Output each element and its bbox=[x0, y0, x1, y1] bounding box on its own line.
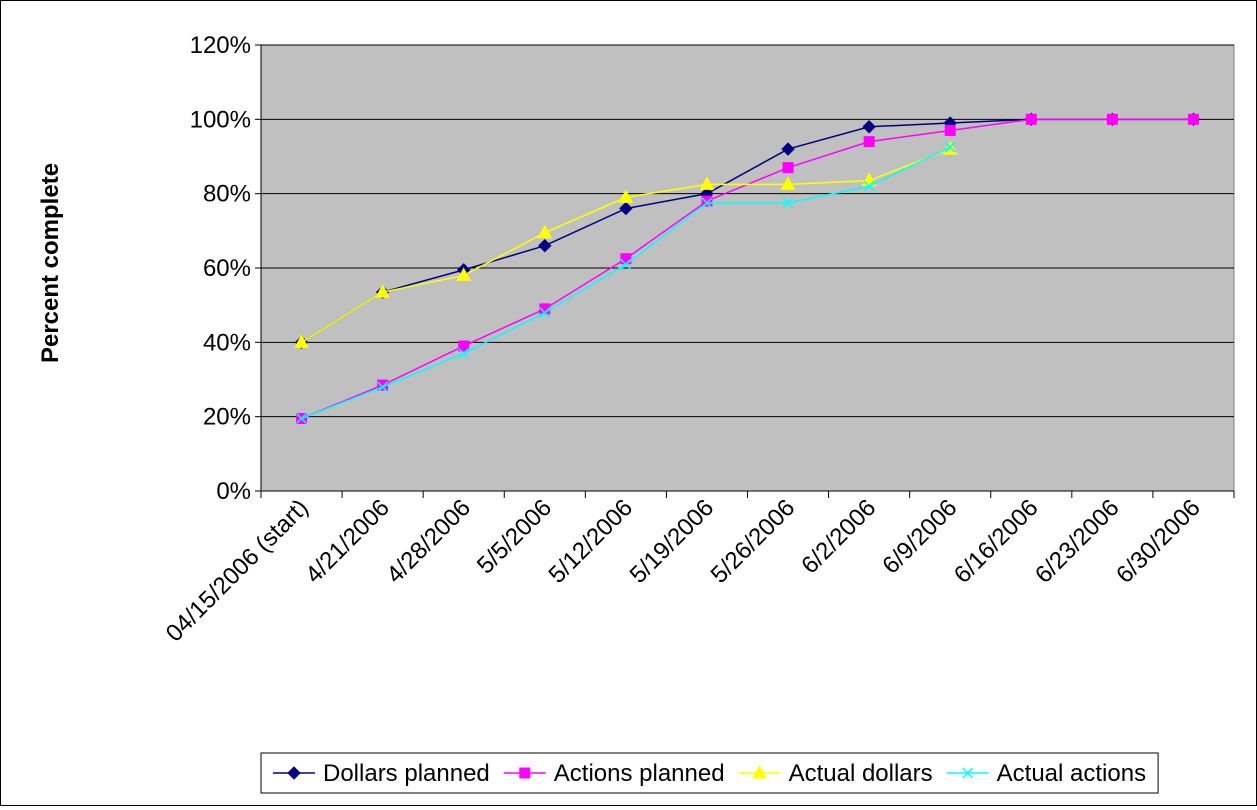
data-point-actions-planned bbox=[944, 124, 956, 136]
y-tick-label: 100% bbox=[190, 106, 251, 133]
legend-swatch-marker bbox=[752, 764, 767, 779]
legend-item-actual-dollars: Actual dollars bbox=[738, 760, 933, 787]
y-tick-label: 120% bbox=[190, 32, 251, 59]
data-point-actions-planned bbox=[1025, 113, 1037, 125]
data-point-actions-planned bbox=[863, 136, 875, 148]
y-tick-label: 60% bbox=[203, 255, 251, 282]
y-tick-label: 0% bbox=[216, 478, 251, 505]
x-tick-label: 4/21/2006 bbox=[300, 494, 395, 589]
x-tick-label: 6/9/2006 bbox=[877, 494, 962, 579]
data-point-actual-dollars bbox=[456, 267, 472, 281]
y-tick-label: 20% bbox=[203, 404, 251, 431]
data-point-actual-actions bbox=[620, 258, 632, 270]
data-point-dollars-planned bbox=[538, 238, 552, 253]
x-tick-label: 04/15/2006 (start) bbox=[161, 494, 314, 647]
data-point-actual-actions bbox=[539, 307, 551, 319]
x-tick-label: 6/2/2006 bbox=[796, 494, 881, 579]
x-tick-label: 6/16/2006 bbox=[949, 494, 1044, 589]
data-point-actual-dollars bbox=[699, 176, 715, 190]
legend-label: Actual actions bbox=[997, 760, 1146, 787]
legend-item-dollars-planned: Dollars planned bbox=[273, 760, 490, 787]
legend-item-actual-actions: Actual actions bbox=[946, 760, 1146, 787]
data-point-actions-planned bbox=[458, 340, 470, 352]
series-actual-actions bbox=[296, 141, 956, 425]
legend: Dollars planned Actions planned Actual dol… bbox=[260, 752, 1159, 794]
data-point-actual-dollars bbox=[537, 224, 553, 239]
data-point-actual-actions bbox=[296, 412, 308, 425]
data-point-actual-actions bbox=[458, 347, 470, 360]
data-point-actions-planned bbox=[1106, 113, 1118, 125]
x-tick-label: 5/5/2006 bbox=[472, 494, 557, 579]
x-tick-label: 5/26/2006 bbox=[706, 494, 801, 589]
x-tick-label: 6/23/2006 bbox=[1030, 494, 1125, 589]
legend-swatch-marker bbox=[519, 767, 531, 779]
data-point-actual-actions bbox=[377, 381, 389, 393]
x-axis-ticks: 04/15/2006 (start)4/21/20064/28/20065/5/… bbox=[161, 491, 1235, 647]
x-tick-label: 5/12/2006 bbox=[544, 494, 639, 589]
x-tick-label: 5/19/2006 bbox=[625, 494, 720, 589]
legend-label: Dollars planned bbox=[323, 760, 490, 787]
y-axis-label: Percent complete bbox=[37, 163, 64, 363]
data-point-actual-dollars bbox=[618, 189, 634, 203]
legend-swatch-marker bbox=[962, 767, 974, 779]
legend-label: Actual dollars bbox=[789, 760, 933, 787]
data-point-dollars-planned bbox=[619, 201, 633, 216]
data-point-dollars-planned bbox=[862, 120, 876, 134]
data-point-actual-dollars bbox=[294, 334, 309, 348]
x-tick-label: 6/30/2006 bbox=[1111, 494, 1206, 589]
data-point-actions-planned bbox=[782, 162, 794, 174]
data-point-actual-actions bbox=[863, 180, 875, 192]
legend-swatch-marker bbox=[287, 766, 301, 780]
gridlines bbox=[261, 44, 1234, 418]
y-tick-label: 80% bbox=[203, 181, 251, 208]
data-point-dollars-planned bbox=[781, 142, 795, 156]
legend-item-actions-planned: Actions planned bbox=[503, 760, 725, 787]
series-lines bbox=[294, 112, 1201, 425]
data-point-actual-actions bbox=[782, 197, 794, 209]
y-axis-ticks: 0% 20% 40% 60% 80% 100% 120% bbox=[190, 32, 261, 505]
series-actual-dollars bbox=[294, 141, 958, 348]
data-point-actual-dollars bbox=[375, 284, 390, 298]
y-tick-label: 40% bbox=[203, 329, 251, 356]
data-point-actual-dollars bbox=[780, 176, 796, 190]
legend-label: Actions planned bbox=[554, 760, 725, 787]
legend-box bbox=[260, 752, 1159, 794]
data-point-actual-actions bbox=[944, 141, 956, 153]
data-point-actual-actions bbox=[701, 197, 713, 209]
data-point-actions-planned bbox=[1187, 113, 1199, 125]
data-point-actions-planned bbox=[701, 195, 713, 207]
x-tick-label: 4/28/2006 bbox=[381, 494, 476, 589]
